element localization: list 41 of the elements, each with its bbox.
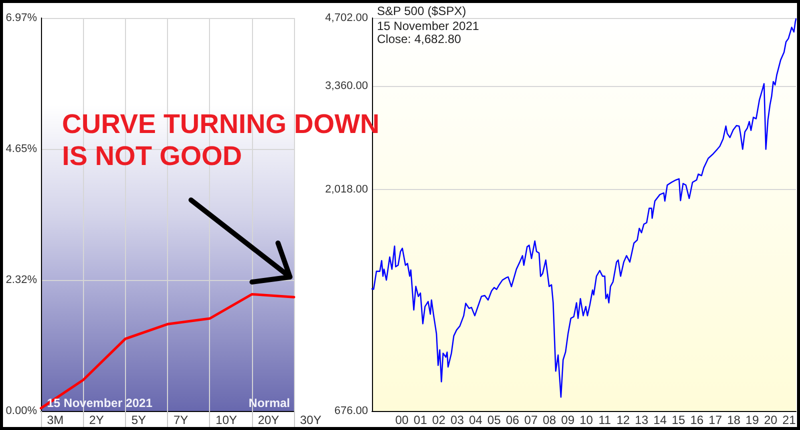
x-tick-label: 7Y — [174, 413, 188, 427]
x-tick-label: 05 — [487, 413, 502, 427]
x-tick-label: 16 — [690, 413, 704, 427]
x-tick-label: 03 — [450, 413, 464, 427]
x-tick-label: 02 — [432, 413, 446, 427]
y-tick-label: 2.32% — [6, 274, 38, 286]
y-tick-label: 4,702.00 — [325, 12, 368, 24]
y-tick-label: 4.65% — [6, 142, 38, 155]
x-tick-label: 11 — [598, 413, 612, 427]
x-tick-label: 30Y — [300, 413, 322, 427]
chart-title: S&P 500 ($SPX) — [377, 4, 466, 18]
x-tick-label: 01 — [414, 413, 428, 427]
x-tick-label: 5Y — [131, 413, 146, 427]
y-tick-label: 6.97% — [6, 12, 38, 24]
y-tick-label: 676.00 — [334, 405, 368, 417]
x-tick-label: 14 — [653, 413, 668, 427]
x-tick-label: 07 — [524, 413, 538, 427]
annotation: 15 November 2021 — [377, 19, 480, 33]
x-tick-label: 21 — [782, 413, 796, 427]
x-tick-label: 20 — [764, 413, 778, 427]
x-tick-label: 19 — [746, 413, 760, 427]
x-tick-label: 2Y — [89, 413, 104, 427]
x-tick-label: 3M — [47, 413, 64, 427]
x-tick-label: 13 — [634, 413, 649, 427]
line-series — [40, 293, 296, 410]
x-tick-label: 12 — [616, 413, 630, 427]
x-tick-label: 15 — [672, 413, 686, 427]
annotation: Close: 4,682.80 — [377, 32, 462, 46]
y-tick-label: 3,360.00 — [325, 80, 368, 92]
y-tick-label: 0.00% — [6, 405, 38, 417]
x-tick-label: 09 — [561, 413, 575, 427]
x-tick-label: 00 — [395, 413, 409, 427]
x-tick-label: 06 — [506, 413, 520, 427]
x-tick-label: 10Y — [216, 413, 238, 427]
x-tick-label: 17 — [708, 413, 722, 427]
y-tick-label: 2,018.00 — [325, 183, 368, 196]
x-tick-label: 20Y — [258, 413, 280, 427]
x-tick-label: 04 — [469, 413, 483, 427]
x-tick-label: 10 — [580, 413, 594, 427]
x-tick-label: 18 — [727, 413, 741, 427]
x-tick-label: 08 — [542, 413, 556, 427]
